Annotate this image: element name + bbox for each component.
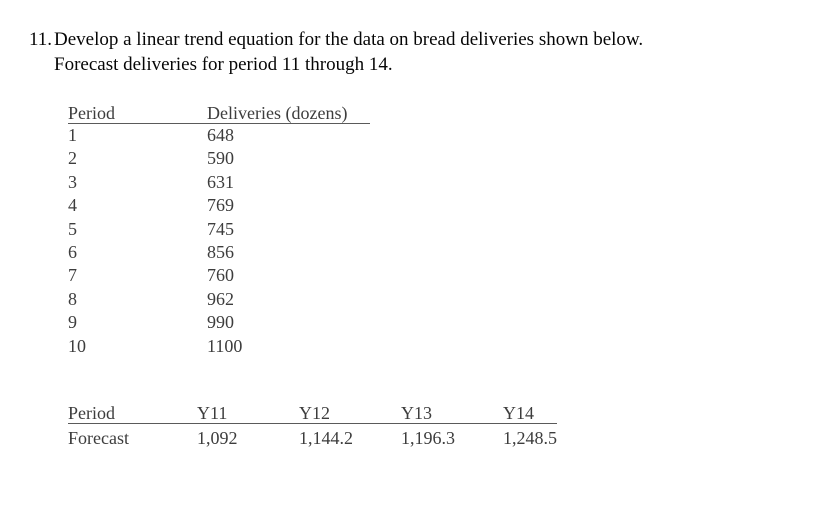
deliveries-cell: 631 <box>207 171 234 192</box>
period-cell: 7 <box>68 265 77 286</box>
forecast-value-y13: 1,196.3 <box>401 428 455 448</box>
period-cell: 4 <box>68 195 77 216</box>
problem-text-line2: Forecast deliveries for period 11 throug… <box>54 54 393 75</box>
forecast-table-header-period: Period <box>68 404 197 424</box>
forecast-value-y14: 1,248.5 <box>503 428 557 448</box>
table-row: 7 760 <box>68 264 370 287</box>
problem-statement: Develop a linear trend equation for the … <box>54 27 754 77</box>
deliveries-table-header-period: Period <box>68 104 207 124</box>
table-row: 2 590 <box>68 147 370 170</box>
period-cell: 9 <box>68 312 77 333</box>
period-cell: 3 <box>68 171 77 192</box>
deliveries-table-header-row: Period Deliveries (dozens) <box>68 104 370 124</box>
table-row: 10 1100 <box>68 335 370 358</box>
forecast-row: Forecast 1,092 1,144.2 1,196.3 1,248.5 <box>68 424 557 451</box>
deliveries-cell: 745 <box>207 218 234 239</box>
forecast-value-y11: 1,092 <box>197 428 238 448</box>
problem-number: 11. <box>29 29 53 50</box>
forecast-table-header-y11: Y11 <box>197 404 299 424</box>
period-cell: 2 <box>68 148 77 169</box>
deliveries-cell: 1100 <box>207 335 243 356</box>
deliveries-cell: 648 <box>207 125 234 145</box>
deliveries-cell: 856 <box>207 242 234 263</box>
table-row: 8 962 <box>68 288 370 311</box>
period-cell: 1 <box>68 125 77 145</box>
forecast-table: Period Y11 Y12 Y13 Y14 Forecast 1,092 1,… <box>68 404 557 450</box>
deliveries-cell: 962 <box>207 288 234 309</box>
period-cell: 5 <box>68 218 77 239</box>
problem-text-line1: Develop a linear trend equation for the … <box>54 29 644 50</box>
deliveries-cell: 769 <box>207 195 234 216</box>
deliveries-table-header-deliveries: Deliveries (dozens) <box>207 104 370 124</box>
period-cell: 10 <box>68 335 86 356</box>
deliveries-table: Period Deliveries (dozens) 1 648 2 590 3… <box>68 104 370 358</box>
forecast-value-y12: 1,144.2 <box>299 428 353 448</box>
forecast-table-header-y13: Y13 <box>401 404 503 424</box>
table-row: 4 769 <box>68 194 370 217</box>
deliveries-cell: 590 <box>207 148 234 169</box>
table-row: 9 990 <box>68 311 370 334</box>
forecast-row-label: Forecast <box>68 428 129 448</box>
table-row: 1 648 <box>68 124 370 148</box>
forecast-table-header-y14: Y14 <box>503 404 557 424</box>
deliveries-cell: 990 <box>207 312 234 333</box>
table-row: 6 856 <box>68 241 370 264</box>
table-row: 5 745 <box>68 218 370 241</box>
forecast-table-header-y12: Y12 <box>299 404 401 424</box>
deliveries-cell: 760 <box>207 265 234 286</box>
period-cell: 8 <box>68 288 77 309</box>
period-cell: 6 <box>68 242 77 263</box>
table-row: 3 631 <box>68 171 370 194</box>
forecast-table-header-row: Period Y11 Y12 Y13 Y14 <box>68 404 557 424</box>
